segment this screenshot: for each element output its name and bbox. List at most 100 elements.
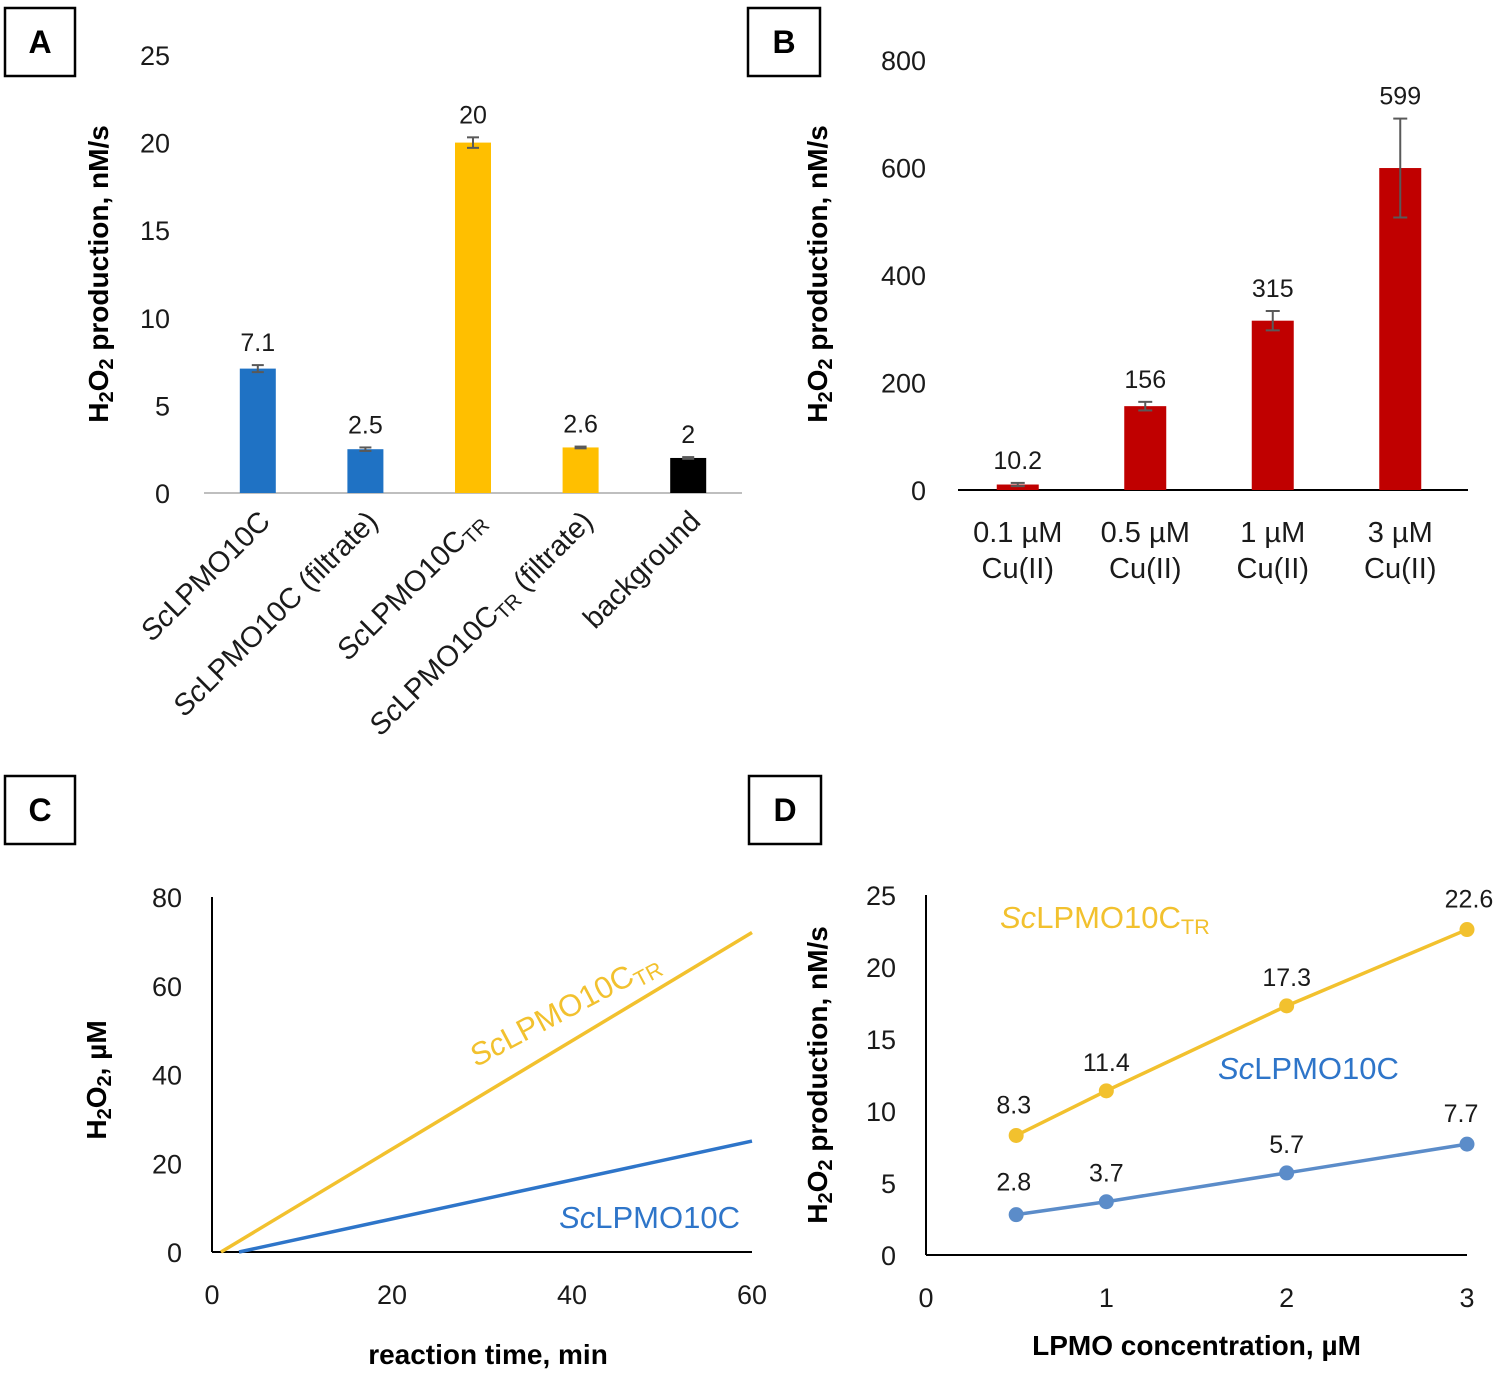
panel-c-series-line [238, 1139, 753, 1254]
panel-c-y-axis-title-part: , µM [81, 1020, 112, 1075]
panel-c-y-axis-title-part: H [81, 1119, 112, 1139]
panel-a-y-tick-label: 10 [140, 304, 170, 334]
panel-d-data-point [1279, 998, 1295, 1014]
panel-c-x-tick-label: 40 [557, 1280, 587, 1310]
panel-c-series-label: ScLPMO10C [559, 1200, 740, 1235]
panel-d-y-axis-title-part: production, nM/s [802, 926, 833, 1159]
panel-d-y-tick-label: 15 [866, 1025, 896, 1055]
panel-a-y-axis-title-part: H [83, 403, 114, 423]
panel-d-data-label: 2.8 [996, 1169, 1031, 1197]
panel-b-y-tick-label: 600 [881, 154, 926, 184]
panel-b-bar [996, 484, 1039, 490]
panel-a-y-tick-label: 0 [155, 479, 170, 509]
panel-c-y-tick-label: 20 [152, 1149, 182, 1179]
panel-b-y-axis-title-part: production, nM/s [802, 125, 833, 358]
panel-d-data-point [1008, 1127, 1024, 1143]
panel-c-x-axis-title: reaction time, min [368, 1339, 608, 1370]
panel-b-y-tick-label: 400 [881, 261, 926, 291]
panel-label-b: B [772, 24, 795, 60]
panel-d-data-point [1008, 1207, 1024, 1223]
panel-a-y-axis-title-sub: 2 [96, 391, 118, 402]
panel-b-category-label: Cu(II) [1237, 553, 1310, 585]
panel-b-category-label: 1 µM [1240, 517, 1305, 549]
panel-d-series-label: ScLPMO10C [1218, 1051, 1399, 1086]
panel-b-category-label: Cu(II) [982, 553, 1055, 585]
panel-a-data-label: 20 [459, 101, 487, 129]
panel-label-a-box [3, 6, 77, 78]
panel-d-series-main: LPMO10C [1254, 1051, 1399, 1086]
panel-b-y-axis-title: H2O2 production, nM/s [802, 125, 837, 423]
panel-label-d-box [747, 774, 823, 846]
panel-d-data-label: 7.7 [1444, 1100, 1479, 1128]
panel-d-data-label: 8.3 [996, 1091, 1031, 1119]
panel-a-y-axis-title: H2O2 production, nM/s [83, 125, 118, 423]
panel-b-y-tick-label: 200 [881, 369, 926, 399]
panel-d-series-main: LPMO10C [1036, 900, 1181, 935]
panel-a-data-label: 2.6 [563, 411, 598, 439]
panel-b-category-label: 0.5 µM [1101, 517, 1190, 549]
panel-d-y-tick-label: 20 [866, 953, 896, 983]
panel-d-x-tick-label: 3 [1459, 1283, 1474, 1313]
panel-c-x-tick-label: 60 [737, 1280, 767, 1310]
panel-a-data-label: 7.1 [240, 329, 275, 357]
panel-b-bar [1379, 168, 1422, 490]
panel-b-y-axis-title-sub: 2 [815, 391, 837, 402]
panel-d-data-label: 22.6 [1445, 886, 1494, 914]
panel-d-data-point [1098, 1194, 1114, 1210]
panel-d-y-axis-title: H2O2 production, nM/s [802, 926, 837, 1224]
panel-d-data-label: 3.7 [1089, 1160, 1124, 1188]
panel-d-data-point [1459, 922, 1475, 938]
panel-a-bar [562, 447, 599, 493]
panel-b-y-axis-title-part: H [802, 403, 833, 423]
panel-a-y-axis-title-part: production, nM/s [83, 125, 114, 358]
panel-d-data-label: 5.7 [1269, 1131, 1304, 1159]
panel-c-y-axis-title-part: O [81, 1087, 112, 1109]
panel-d-series-label: ScLPMO10CTR [1000, 900, 1210, 939]
panel-d-series-line [1015, 1142, 1468, 1217]
panel-b-data-label: 315 [1252, 275, 1294, 303]
panel-d-y-tick-label: 0 [881, 1241, 896, 1271]
panel-d-series-subscript: TR [1181, 914, 1210, 939]
panel-label-d: D [773, 792, 796, 828]
panel-d-y-axis-title-part: O [802, 1171, 833, 1193]
panel-d-y-tick-label: 10 [866, 1097, 896, 1127]
panel-a-category-label: background [577, 505, 707, 635]
panel-b-category-label: 0.1 µM [973, 517, 1062, 549]
panel-c-y-axis-title-sub: 2 [94, 1075, 116, 1086]
panel-d-x-tick-label: 1 [1099, 1283, 1114, 1313]
panel-a-bar [347, 449, 384, 493]
panel-b-data-label: 599 [1379, 83, 1421, 111]
panel-c-y-tick-label: 60 [152, 972, 182, 1002]
panel-d-series-italic: Sc [1000, 900, 1037, 935]
panel-b-y-axis-title-sub: 2 [815, 359, 837, 370]
panel-a-bar [670, 457, 707, 493]
panel-a-category-suffix: (filtrate) [287, 505, 385, 603]
panel-a-category-label: ScLPMO10C (filtrate) [167, 505, 384, 722]
panel-b-category-label: Cu(II) [1364, 553, 1437, 585]
panel-a-y-tick-label: 15 [140, 216, 170, 246]
panel-b-bar [1124, 406, 1167, 490]
panel-d-series-italic: Sc [1218, 1051, 1255, 1086]
panel-a-category-main: LPMO10C [387, 600, 505, 718]
panel-label-b-box [746, 6, 822, 78]
panel-a-category-main: background [577, 505, 707, 635]
panel-b-y-tick-label: 800 [881, 46, 926, 76]
panel-b-bar [1251, 320, 1294, 490]
panel-a-data-label: 2.5 [348, 411, 383, 439]
panel-d-y-axis-title-sub: 2 [815, 1192, 837, 1203]
panel-a-category-main: LPMO10C [158, 505, 276, 623]
panel-a-y-axis-title-sub: 2 [96, 359, 118, 370]
panel-a-category-main: LPMO10C [354, 524, 472, 642]
panel-label-c-box [3, 774, 77, 846]
panel-c-y-axis-title-sub: 2 [94, 1108, 116, 1119]
panel-c-y-axis-title: H2O2, µM [81, 1020, 116, 1139]
panel-d-y-axis-title-sub: 2 [815, 1160, 837, 1171]
panel-d-data-label: 11.4 [1083, 1049, 1130, 1077]
panel-a-y-axis-title-part: O [83, 370, 114, 392]
panel-c-y-tick-label: 80 [152, 883, 182, 913]
panel-b-y-axis-title-part: O [802, 370, 833, 392]
panel-a-bar [455, 142, 491, 493]
panel-label-c: C [28, 792, 51, 828]
panel-d-data-point [1459, 1136, 1475, 1152]
